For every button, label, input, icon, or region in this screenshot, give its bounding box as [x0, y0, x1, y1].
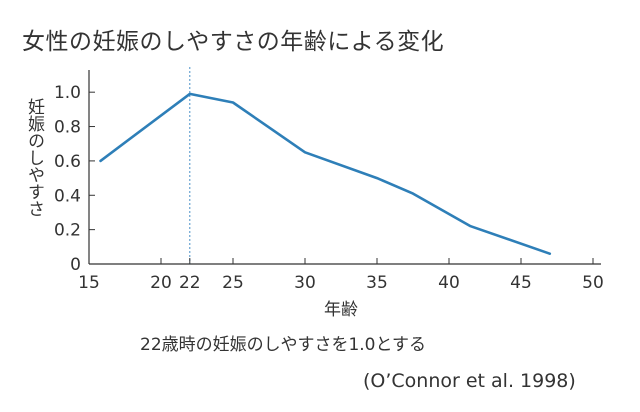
x-tick-label: 15 [78, 273, 100, 293]
series-line [99, 92, 552, 255]
x-axis-label: 年齢 [324, 300, 358, 320]
y-tick-label: 1.0 [54, 83, 81, 103]
x-tick-label: 35 [366, 273, 388, 293]
axes [88, 70, 601, 265]
y-ticks: 0 0.2 0.4 0.6 0.8 1.0 [54, 83, 95, 275]
x-tick-label: 20 [150, 273, 172, 293]
chart-title: 女性の妊娠のしやすさの年齢による変化 [22, 29, 445, 55]
y-tick-label: 0.6 [54, 152, 81, 172]
y-tick-label: 0.4 [54, 186, 81, 206]
x-tick-label: 25 [222, 273, 244, 293]
x-tick-label: 30 [294, 273, 316, 293]
x-tick-label: 22 [179, 273, 201, 293]
y-tick-label: 0.8 [54, 118, 81, 138]
x-tick-label: 40 [438, 273, 460, 293]
x-tick-label: 45 [510, 273, 532, 293]
y-axis-label: 妊娠のしやすさ [24, 98, 44, 217]
y-tick-label: 0 [70, 255, 81, 275]
source-citation: (O’Connor et al. 1998) [363, 370, 576, 392]
series-group [99, 92, 552, 255]
chart-note: 22歳時の妊娠のしやすさを1.0とする [140, 335, 426, 355]
y-tick-label: 0.2 [54, 221, 81, 241]
x-ticks: 15 20 22 25 30 35 40 45 50 [78, 258, 604, 293]
x-tick-label: 50 [582, 273, 604, 293]
